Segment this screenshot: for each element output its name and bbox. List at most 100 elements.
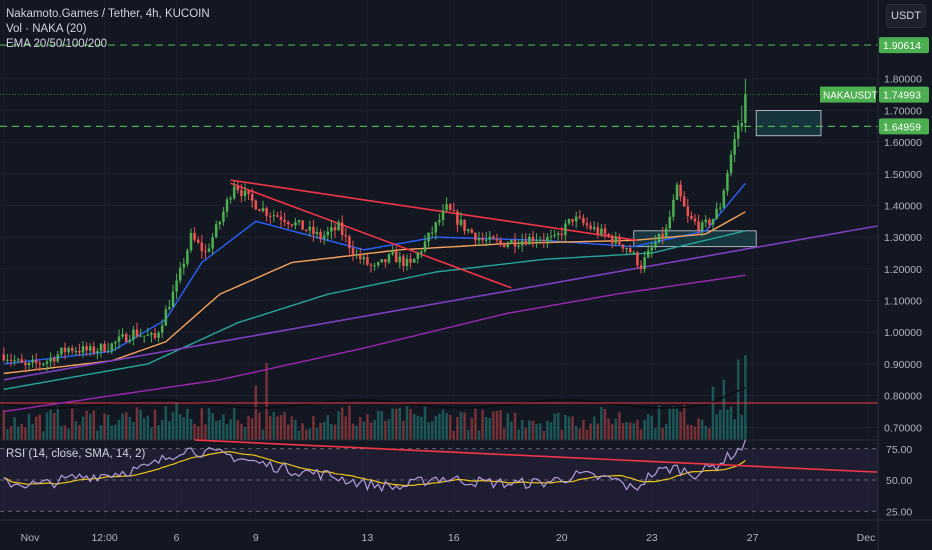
volume-bar [27, 413, 31, 440]
volume-bar [394, 408, 398, 440]
volume-bar [333, 424, 337, 440]
ema200-line [3, 274, 746, 413]
volume-bar [150, 427, 153, 440]
candle-body [412, 258, 416, 263]
volume-bar [225, 424, 229, 440]
volume-bar [236, 420, 240, 440]
candle-body [67, 347, 70, 352]
candle-body [592, 227, 596, 229]
price-tag-background [879, 37, 929, 54]
volume-bar [420, 416, 423, 440]
volume-bar [243, 427, 247, 440]
volume-bar [715, 414, 718, 440]
volume-bar [733, 419, 736, 440]
time-tick-label: 6 [174, 532, 180, 544]
descending-support-trendline[interactable] [230, 182, 512, 289]
volume-bar [128, 416, 132, 440]
volume-bar [2, 410, 6, 440]
volume-ma-line [3, 386, 746, 409]
candle-body [373, 265, 376, 267]
volume-bar [373, 419, 376, 440]
volume-bar [279, 415, 283, 440]
volume-bar [668, 408, 672, 440]
volume-bar [592, 416, 596, 440]
candle-body [520, 240, 524, 246]
volume-bar [556, 412, 560, 440]
volume-bar [326, 415, 330, 440]
price-tick-label: 1.20000 [884, 264, 922, 276]
volume-bar [427, 422, 430, 440]
volume-bar [60, 426, 63, 440]
volume-bar [175, 403, 178, 440]
volume-bar [322, 421, 326, 440]
candle-body [81, 346, 85, 353]
volume-bar [254, 385, 258, 440]
volume-bar [571, 416, 574, 440]
price-tick-label: 0.80000 [884, 391, 922, 403]
price-tag-value: 1.74993 [883, 90, 921, 102]
candle-body [517, 245, 520, 247]
candle-body [682, 196, 686, 207]
ema50-line [3, 211, 746, 375]
volume-bar [160, 419, 164, 440]
volume-bar [434, 415, 438, 440]
candle-body [571, 218, 574, 222]
volume-bar [564, 414, 567, 440]
candle-body [308, 226, 312, 231]
symbol-tag-label: NAKAUSDT [823, 91, 877, 102]
volume-bar [510, 421, 513, 440]
candle-body [330, 227, 333, 232]
currency-button[interactable]: USDT [886, 4, 926, 28]
volume-bar [38, 414, 42, 440]
volume-bar [517, 429, 520, 440]
candle-body [664, 228, 668, 238]
volume-bar [736, 359, 740, 440]
volume-bar [369, 422, 373, 440]
price-tick-label: 1.00000 [884, 327, 922, 339]
candle-body [538, 239, 542, 241]
candle-body [128, 339, 132, 342]
candle-body [110, 343, 114, 351]
candle-body [610, 236, 614, 244]
volume-bar [492, 411, 495, 440]
volume-bar [330, 423, 333, 440]
candle-body [391, 251, 394, 255]
candle-body [369, 264, 373, 266]
candle-body [27, 362, 31, 366]
candle-body [236, 186, 240, 191]
volume-bar [286, 424, 290, 440]
candle-body [614, 236, 618, 244]
volume-bar [711, 386, 715, 440]
candle-body [733, 139, 736, 155]
price-axis[interactable]: 1.80000 1.70000 1.60000 1.50000 1.40000 1.300… [877, 0, 932, 550]
breakout-zone[interactable] [633, 230, 757, 248]
rsi-divergence-trendline[interactable] [194, 439, 886, 474]
candle-body [531, 236, 535, 242]
candle-body [160, 325, 164, 333]
candle-body [560, 233, 564, 236]
volume-bar [499, 410, 502, 440]
time-axis[interactable]: Nov 12:00 6 9 13 16 20 23 27 Dec [0, 519, 932, 544]
volume-bar [744, 355, 747, 440]
target-zone[interactable] [755, 110, 822, 137]
volume-bar [247, 415, 250, 440]
rsi-indicator-label: RSI (14, close, SMA, 14, 2) [6, 448, 146, 460]
time-tick-label: 13 [362, 532, 374, 544]
candle-body [344, 235, 348, 237]
candle-body [315, 231, 319, 235]
descending-resistance-trendline[interactable] [230, 179, 638, 242]
price-tag-background [879, 86, 929, 103]
volume-bar [348, 405, 351, 440]
volume-bar [502, 428, 506, 440]
volume-bar [438, 413, 441, 440]
candle-body [621, 244, 625, 249]
symbol-title: Nakamoto.Games / Tether, 4h, KUCOIN [6, 8, 210, 20]
volume-bar [283, 412, 286, 440]
candle-body [686, 206, 690, 216]
candle-body [650, 247, 654, 251]
rising-support-trendline[interactable] [3, 223, 886, 381]
candle-body [139, 335, 142, 337]
volume-bar [376, 410, 380, 440]
candle-body [304, 229, 308, 231]
